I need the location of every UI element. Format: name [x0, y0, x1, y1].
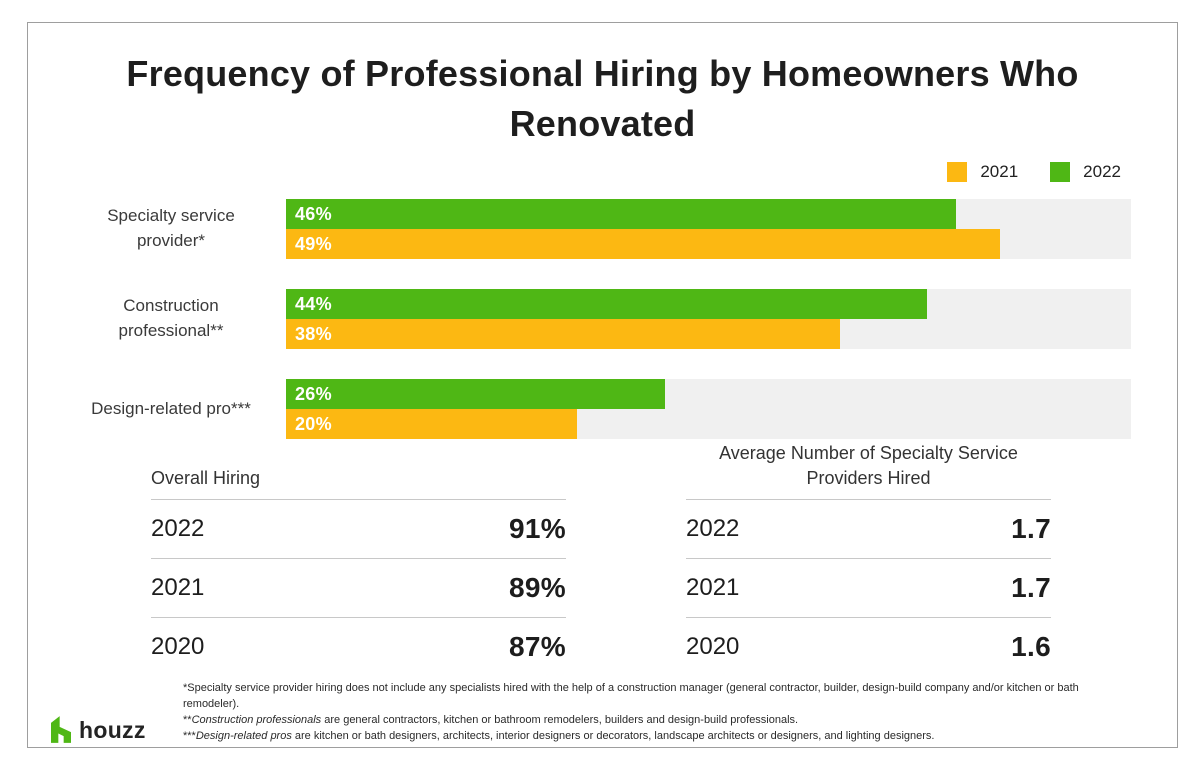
legend-label-2022: 2022 — [1083, 162, 1121, 181]
chart-legend: 2021 2022 — [947, 162, 1121, 182]
footnote-text: *Specialty service provider hiring does … — [183, 682, 1079, 710]
row-year: 2021 — [686, 574, 740, 601]
bar-track: 26% — [286, 379, 1131, 409]
bar-track: 20% — [286, 409, 1131, 439]
bar-pair: 44% 38% — [286, 289, 1131, 349]
footnote-design: ***Design-related pros are kitchen or ba… — [183, 729, 1098, 745]
table-header: Overall Hiring — [151, 444, 566, 500]
row-year: 2021 — [151, 574, 205, 601]
footnote-construction: **Construction professionals are general… — [183, 713, 1098, 729]
legend-label-2021: 2021 — [980, 162, 1019, 181]
row-year: 2022 — [686, 515, 740, 542]
row-value: 1.7 — [1011, 513, 1051, 544]
table-row: 2021 89% — [151, 559, 566, 618]
row-value: 89% — [509, 572, 566, 603]
bar-value-label: 38% — [295, 323, 332, 344]
legend-item-2021: 2021 — [947, 162, 1018, 182]
bar-value-label: 20% — [295, 413, 332, 434]
category-label: Construction professional** — [118, 296, 224, 340]
row-year: 2020 — [686, 633, 740, 660]
bar-group-specialty: Specialty service provider* 46% 49% — [56, 199, 1131, 259]
bar-chart: Specialty service provider* 46% 49% Cons… — [56, 199, 1131, 469]
category-label: Design-related pro*** — [91, 398, 251, 418]
houzz-wordmark: houzz — [79, 717, 146, 743]
bar-2021-construction: 38% — [286, 319, 840, 349]
table-row: 2020 1.6 — [686, 618, 1051, 676]
row-value: 1.6 — [1011, 631, 1051, 662]
avg-providers-table: Average Number of Specialty Service Prov… — [686, 443, 1051, 676]
legend-swatch-2022-icon — [1050, 162, 1071, 182]
legend-swatch-2021-icon — [947, 162, 968, 182]
table-row: 2020 87% — [151, 618, 566, 676]
row-value: 1.7 — [1011, 572, 1051, 603]
houzz-house-icon — [51, 716, 71, 743]
category-label: Specialty service provider* — [107, 206, 235, 250]
bar-2021-design: 20% — [286, 409, 578, 439]
bar-group-construction: Construction professional** 44% 38% — [56, 289, 1131, 349]
bar-value-label: 44% — [295, 293, 332, 314]
footnote-text: are general contractors, kitchen or bath… — [321, 713, 799, 726]
bar-track: 46% — [286, 199, 1131, 229]
footnote-text: *** — [183, 729, 196, 742]
footnote-text: ** — [183, 713, 192, 726]
table-row: 2022 91% — [151, 500, 566, 559]
legend-item-2022: 2022 — [1050, 162, 1121, 182]
bar-value-label: 46% — [295, 203, 332, 224]
table-row: 2022 1.7 — [686, 500, 1051, 559]
bar-track: 49% — [286, 229, 1131, 259]
bar-track: 44% — [286, 289, 1131, 319]
infographic-card: Frequency of Professional Hiring by Home… — [27, 22, 1178, 748]
bar-pair: 46% 49% — [286, 199, 1131, 259]
bar-2022-design: 26% — [286, 379, 665, 409]
footnote-text-italic: Construction professionals — [191, 713, 322, 726]
table-row: 2021 1.7 — [686, 559, 1051, 618]
bar-2022-specialty: 46% — [286, 199, 957, 229]
bar-2022-construction: 44% — [286, 289, 928, 319]
footnote-specialty: *Specialty service provider hiring does … — [183, 681, 1098, 713]
bar-value-label: 26% — [295, 383, 332, 404]
houzz-logo: houzz — [51, 716, 146, 743]
footnote-text: are kitchen or bath designers, architect… — [291, 729, 935, 742]
footnote-text-italic: Design-related pros — [195, 729, 292, 742]
bar-value-label: 49% — [295, 233, 332, 254]
overall-hiring-table: Overall Hiring 2022 91% 2021 89% 2020 87… — [151, 444, 566, 676]
table-header: Average Number of Specialty Service Prov… — [686, 443, 1051, 500]
row-value: 91% — [509, 513, 566, 544]
bar-group-design: Design-related pro*** 26% 20% — [56, 379, 1131, 439]
bar-2021-specialty: 49% — [286, 229, 1000, 259]
row-value: 87% — [509, 631, 566, 662]
bar-pair: 26% 20% — [286, 379, 1131, 439]
row-year: 2020 — [151, 633, 205, 660]
row-year: 2022 — [151, 515, 205, 542]
footnotes: *Specialty service provider hiring does … — [183, 681, 1098, 745]
page-title: Frequency of Professional Hiring by Home… — [126, 53, 1079, 145]
bar-track: 38% — [286, 319, 1131, 349]
